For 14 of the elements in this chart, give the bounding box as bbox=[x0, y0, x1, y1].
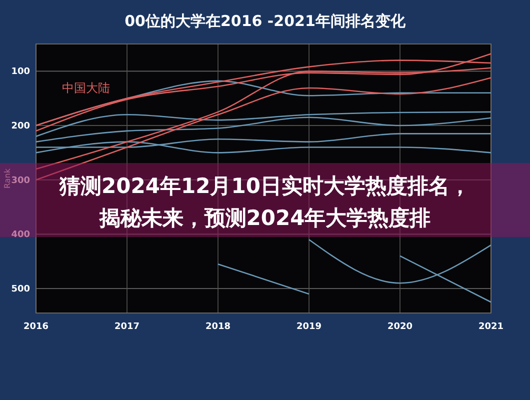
x-tick-label: 2016 bbox=[23, 322, 49, 332]
x-tick-label: 2019 bbox=[296, 322, 322, 332]
annotation: 中国大陆 bbox=[62, 81, 110, 95]
x-tick-label: 2017 bbox=[114, 322, 140, 332]
y-tick-label: 200 bbox=[11, 122, 30, 132]
x-tick-label: 2018 bbox=[205, 322, 231, 332]
y-tick-label: 500 bbox=[11, 284, 30, 295]
annotation: 猜测2024年12月10日实时大学热度排名，揭秘未来，预测2024年大学热度排 bbox=[58, 174, 470, 230]
y-tick-label: 300 bbox=[11, 176, 30, 186]
chart-title: 00位的大学在2016 -2021年间排名变化 bbox=[124, 12, 406, 30]
y-axis-title: Rank bbox=[3, 168, 12, 188]
x-tick-label: 2021 bbox=[478, 322, 504, 332]
x-tick-label: 2020 bbox=[387, 322, 413, 332]
y-tick-label: 100 bbox=[11, 67, 30, 78]
